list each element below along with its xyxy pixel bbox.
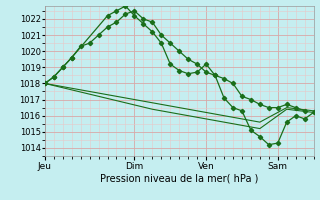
X-axis label: Pression niveau de la mer( hPa ): Pression niveau de la mer( hPa ): [100, 173, 258, 183]
